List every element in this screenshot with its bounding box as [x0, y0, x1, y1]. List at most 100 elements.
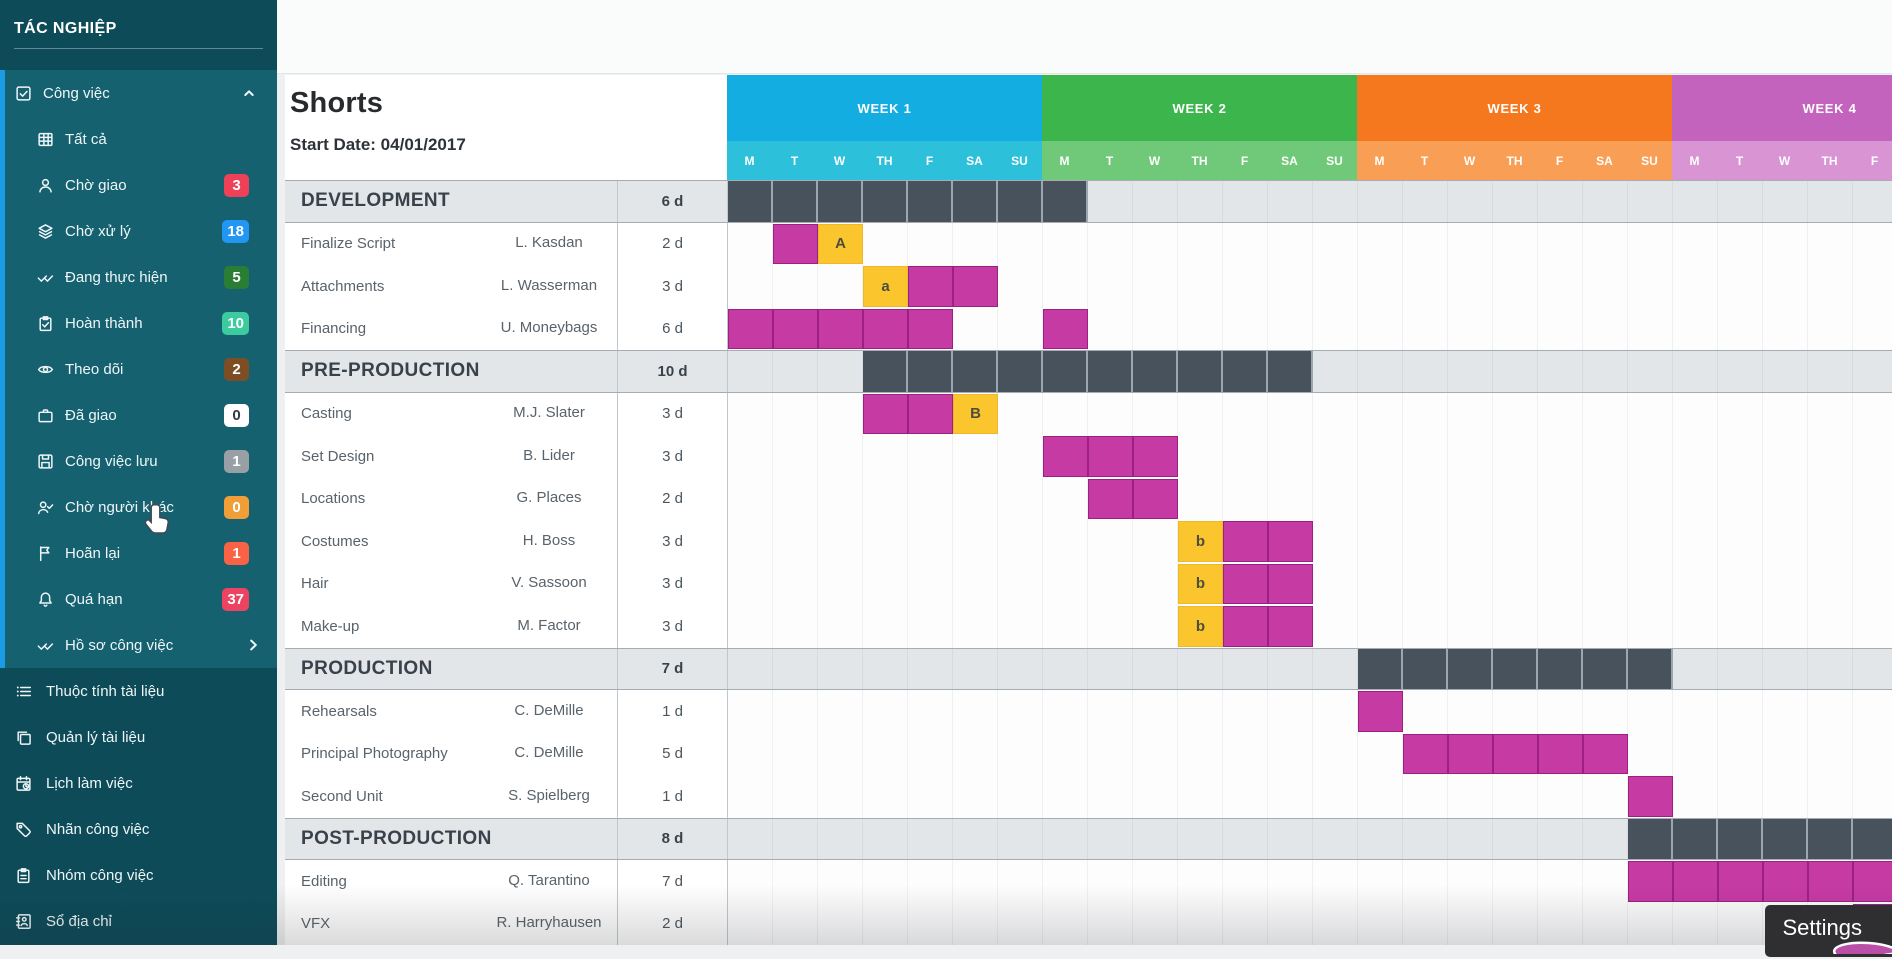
summary-bar-cell[interactable]	[908, 351, 953, 392]
summary-bar-cell[interactable]	[1043, 181, 1088, 222]
task-bar-cell[interactable]	[1493, 734, 1538, 775]
task-bar-cell[interactable]	[1628, 861, 1673, 902]
summary-bar-cell[interactable]	[1043, 351, 1088, 392]
task-bar-cell[interactable]	[953, 266, 998, 307]
task-bar-cell[interactable]	[1268, 606, 1313, 647]
summary-bar-cell[interactable]	[1808, 819, 1853, 860]
sidebar-bottom-item-3[interactable]: Lịch làm việc	[0, 760, 277, 806]
task-bar-cell[interactable]	[773, 309, 818, 350]
task-bar-cell[interactable]	[1268, 564, 1313, 605]
summary-bar-cell[interactable]	[863, 181, 908, 222]
summary-bar-cell[interactable]	[1133, 351, 1178, 392]
summary-bar-cell[interactable]	[1853, 819, 1892, 860]
summary-bar-cell[interactable]	[1403, 649, 1448, 690]
summary-bar-cell[interactable]	[773, 181, 818, 222]
task-bar-cell[interactable]	[863, 394, 908, 435]
summary-bar-cell[interactable]	[908, 181, 953, 222]
task-bar-cell[interactable]	[908, 309, 953, 350]
task-bar-cell[interactable]	[1223, 521, 1268, 562]
sidebar-bottom-item-5[interactable]: Nhóm công việc	[0, 852, 277, 898]
summary-bar-cell[interactable]	[1223, 351, 1268, 392]
section-name-cell[interactable]: PRODUCTION	[285, 649, 617, 690]
section-name-cell[interactable]: POST-PRODUCTION	[285, 819, 617, 860]
section-name-cell[interactable]: DEVELOPMENT	[285, 181, 617, 222]
key-letter-cell[interactable]: a	[863, 266, 908, 307]
task-bar-cell[interactable]	[1763, 861, 1808, 902]
section-name-cell[interactable]: PRE-PRODUCTION	[285, 351, 617, 392]
key-letter-cell[interactable]: b	[1178, 521, 1223, 562]
task-bar-cell[interactable]	[1673, 861, 1718, 902]
summary-bar-cell[interactable]	[1088, 351, 1133, 392]
task-bar-cell[interactable]	[908, 394, 953, 435]
task-bar-cell[interactable]	[773, 224, 818, 265]
sidebar-bottom-item-4[interactable]: Nhãn công việc	[0, 806, 277, 852]
task-bar-cell[interactable]	[1133, 436, 1178, 477]
summary-bar-cell[interactable]	[1178, 351, 1223, 392]
task-bar-cell[interactable]	[728, 309, 773, 350]
summary-bar-cell[interactable]	[1538, 649, 1583, 690]
key-letter-cell[interactable]: A	[818, 224, 863, 265]
summary-bar-cell[interactable]	[818, 181, 863, 222]
summary-bar-cell[interactable]	[1268, 351, 1313, 392]
task-bar-cell[interactable]	[1043, 436, 1088, 477]
chevron-up-icon[interactable]	[241, 85, 257, 101]
sidebar-bottom-item-2[interactable]: Quản lý tài liệu	[0, 714, 277, 760]
summary-bar-cell[interactable]	[1493, 649, 1538, 690]
task-bar-cell[interactable]	[908, 266, 953, 307]
task-bar-cell[interactable]	[1628, 776, 1673, 817]
summary-bar-cell[interactable]	[1358, 649, 1403, 690]
summary-bar-cell[interactable]	[1583, 649, 1628, 690]
sidebar-group-header[interactable]: Công việc	[0, 70, 277, 116]
task-bar-cell[interactable]	[1538, 734, 1583, 775]
summary-bar-cell[interactable]	[1628, 649, 1673, 690]
task-bar-cell[interactable]	[1043, 309, 1088, 350]
task-bar-cell[interactable]	[1403, 734, 1448, 775]
summary-bar-cell[interactable]	[953, 181, 998, 222]
task-bar-cell[interactable]	[1583, 734, 1628, 775]
key-letter-cell[interactable]: b	[1178, 564, 1223, 605]
summary-bar-cell[interactable]	[1448, 649, 1493, 690]
task-bar-cell[interactable]	[1448, 734, 1493, 775]
task-bar-cell[interactable]	[1718, 861, 1763, 902]
task-bar-cell[interactable]	[1223, 606, 1268, 647]
summary-bar-cell[interactable]	[998, 181, 1043, 222]
summary-bar-cell[interactable]	[1628, 819, 1673, 860]
sidebar-bottom-item-1[interactable]: Thuộc tính tài liệu	[0, 668, 277, 714]
summary-bar-cell[interactable]	[863, 351, 908, 392]
task-bar-cell[interactable]	[1088, 479, 1133, 520]
key-letter-cell[interactable]: B	[953, 394, 998, 435]
task-bar-cell[interactable]	[1088, 436, 1133, 477]
summary-bar-cell[interactable]	[1763, 819, 1808, 860]
task-bar-cell[interactable]	[1223, 564, 1268, 605]
summary-bar-cell[interactable]	[953, 351, 998, 392]
sidebar-item-12[interactable]: Hồ sơ công việc	[0, 622, 277, 668]
task-bar-cell[interactable]	[1358, 691, 1403, 732]
summary-bar-cell[interactable]	[998, 351, 1043, 392]
sidebar-bottom-item-6[interactable]: Sổ địa chỉ	[0, 898, 277, 944]
summary-bar-cell[interactable]	[1673, 819, 1718, 860]
key-letter-cell[interactable]: b	[1178, 606, 1223, 647]
task-bar-cell[interactable]	[818, 309, 863, 350]
